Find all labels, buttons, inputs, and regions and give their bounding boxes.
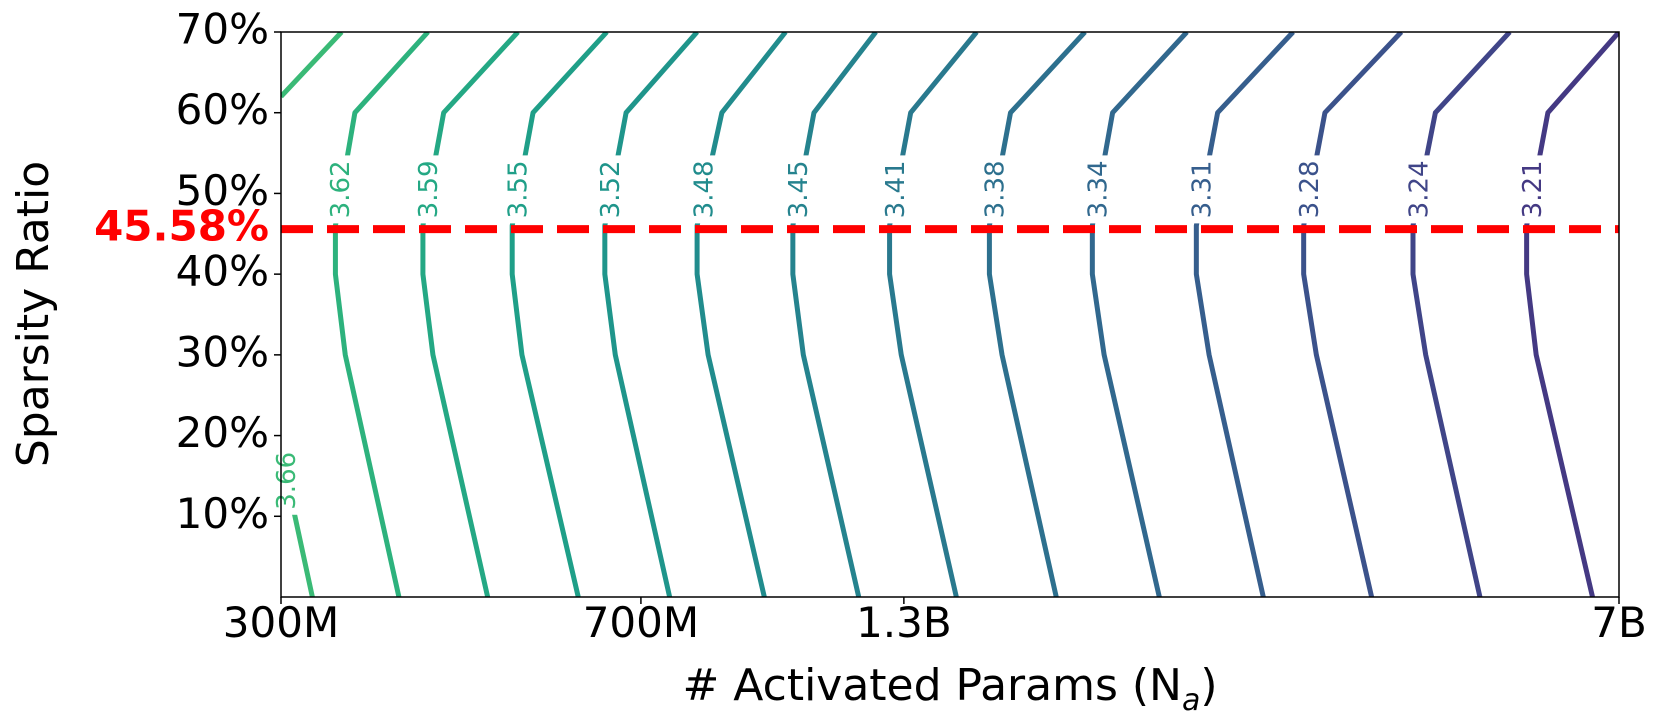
y-tick-label: 60% <box>176 85 269 134</box>
contour-line <box>790 32 878 597</box>
x-tick-label: 300M <box>223 598 339 647</box>
contour-label-bg <box>1082 155 1115 224</box>
x-axis-label-subscript: a <box>1182 683 1200 718</box>
contour-label: 3.41 <box>881 160 911 218</box>
contour-line <box>332 32 430 597</box>
contour-label-bg <box>1187 155 1220 224</box>
contour-label-bg <box>1517 155 1550 224</box>
reference-label: 45.58% <box>94 202 269 251</box>
contour-label: 3.62 <box>326 160 356 218</box>
x-tick-label: 700M <box>583 598 699 647</box>
contour-line <box>1301 32 1404 597</box>
contour-label: 3.55 <box>503 160 533 218</box>
plot-frame <box>280 31 1620 598</box>
contour-label-bg <box>880 155 913 224</box>
contour-label-bg <box>325 155 358 224</box>
y-tick-label: 50% <box>176 166 269 215</box>
y-tick-label: 70% <box>176 5 269 54</box>
contour-label-bg <box>281 446 304 515</box>
y-tick-label: 20% <box>176 408 269 457</box>
contour-label: 3.31 <box>1188 160 1218 218</box>
contour-label: 3.21 <box>1518 160 1548 218</box>
contour-label-bg <box>502 155 535 224</box>
contour-line <box>602 32 699 597</box>
y-tick-label: 30% <box>176 327 269 376</box>
y-tick-label: 40% <box>176 247 269 296</box>
contour-label: 3.66 <box>272 452 302 510</box>
contour-label: 3.34 <box>1083 160 1113 218</box>
contour-line <box>887 32 979 597</box>
y-tick-label: 10% <box>176 489 269 538</box>
contour-line <box>1524 32 1619 597</box>
y-axis-label: Sparsity Ratio <box>8 161 59 467</box>
contour-label: 3.48 <box>690 160 720 218</box>
contour-label: 3.24 <box>1405 160 1435 218</box>
contour-line <box>1410 32 1512 597</box>
contour-label: 3.28 <box>1295 160 1325 218</box>
contour-line <box>1193 32 1295 597</box>
contour-line <box>986 32 1087 597</box>
x-tick-label: 1.3B <box>856 598 952 647</box>
contour-line <box>420 32 520 597</box>
plot-lines <box>281 32 1619 597</box>
x-axis-label-text: ) <box>1200 660 1217 711</box>
contour-label-bg <box>413 155 446 224</box>
contour-label-bg <box>595 155 628 224</box>
contour-label-bg <box>1404 155 1437 224</box>
x-axis-label: # Activated Params (Na) <box>682 660 1217 718</box>
x-tick-label: 7B <box>1591 598 1647 647</box>
contour-label: 3.38 <box>981 160 1011 218</box>
contour-label: 3.45 <box>784 160 814 218</box>
contour-label-bg <box>783 155 816 224</box>
contour-label-bg <box>689 155 722 224</box>
contour-label-bg <box>980 155 1013 224</box>
contour-line <box>509 32 609 597</box>
contour-label: 3.59 <box>414 160 444 218</box>
contour-line <box>1089 32 1189 597</box>
contour-line <box>694 32 788 597</box>
contour-label: 3.52 <box>596 160 626 218</box>
x-axis-label-text: # Activated Params (N <box>682 660 1182 711</box>
contour-label-bg <box>1294 155 1327 224</box>
